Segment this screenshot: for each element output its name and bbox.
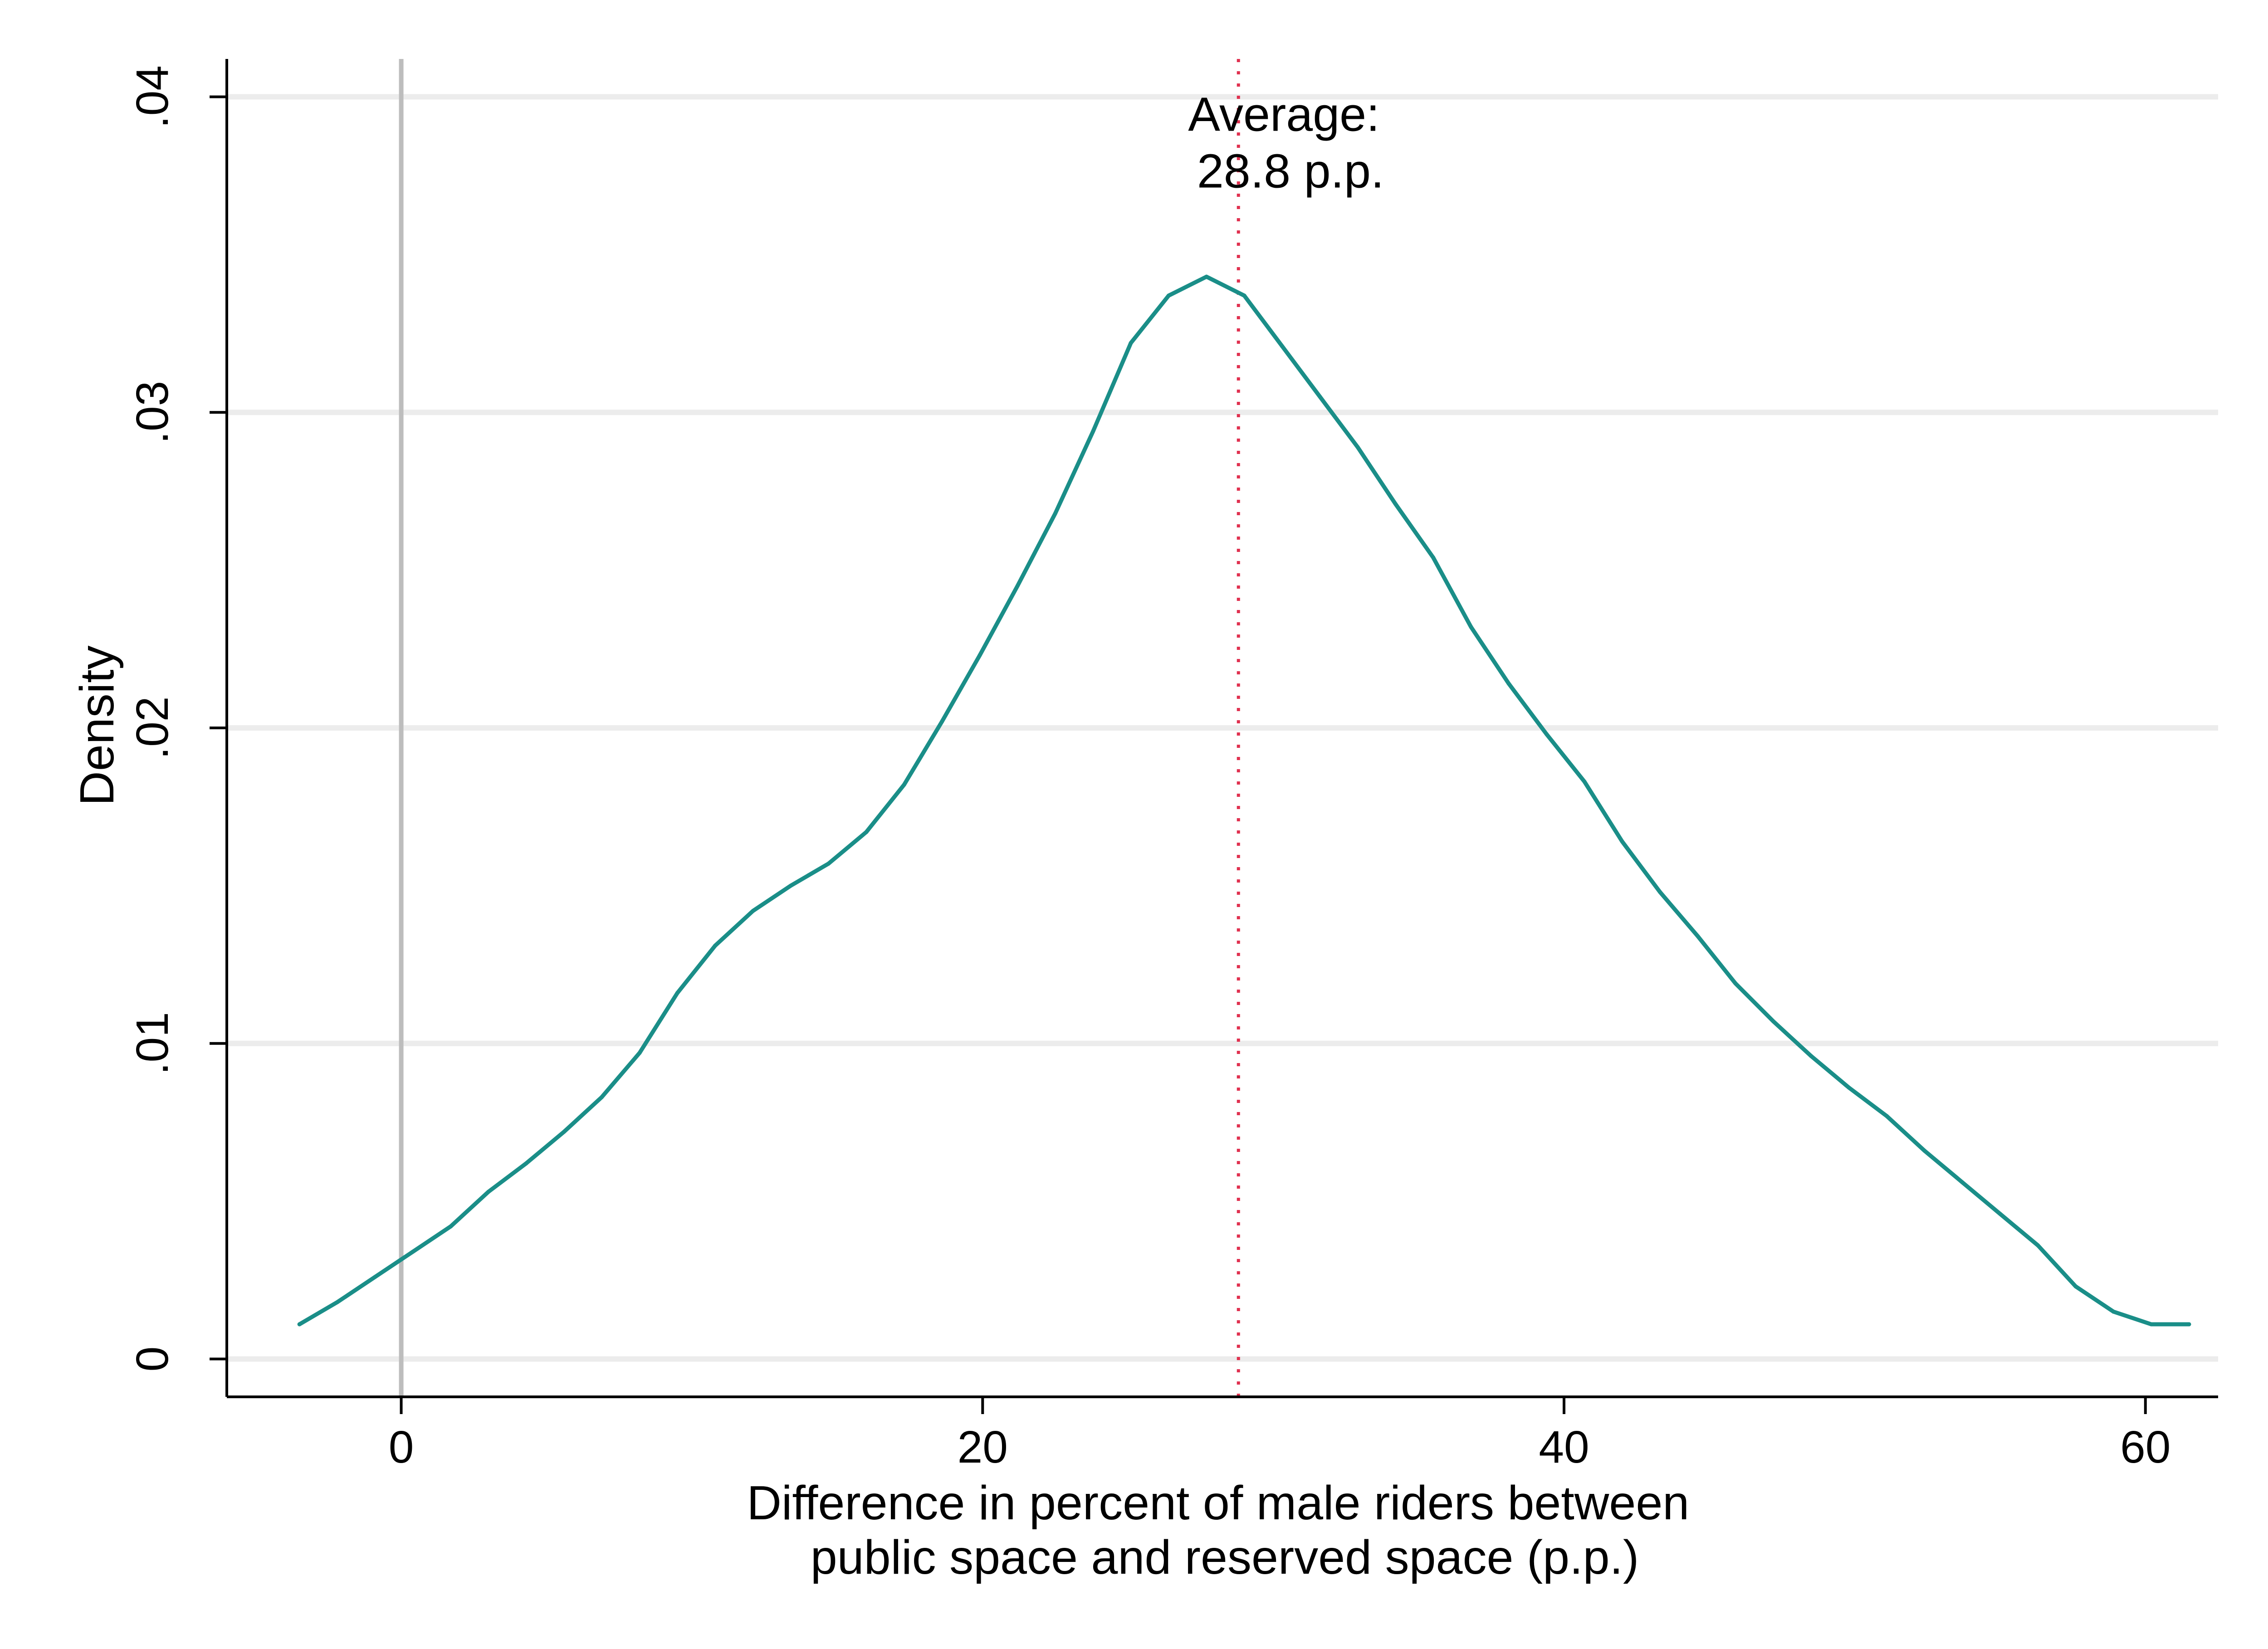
x-tick-label: 0 [389, 1422, 414, 1473]
density-point [675, 990, 679, 995]
density-point [2149, 1322, 2154, 1327]
y-tick-label: .02 [127, 696, 178, 759]
reference-lines [399, 59, 1240, 1397]
x-axis-title-line-1: Difference in percent of male riders bet… [747, 1476, 1689, 1530]
density-point [335, 1300, 340, 1304]
density-point [1355, 445, 1360, 449]
density-point [411, 1249, 415, 1254]
density-point [448, 1224, 453, 1229]
density-point [1393, 502, 1398, 506]
y-tick-label: .03 [127, 381, 178, 444]
axes [210, 59, 2218, 1414]
density-point [1280, 344, 1284, 348]
density-point [1545, 732, 1549, 737]
density-point [2111, 1309, 2116, 1314]
density-point [1658, 890, 1662, 894]
density-point [1431, 555, 1436, 560]
series-layer [297, 274, 2191, 1327]
density-point [1129, 341, 1133, 345]
density-point [600, 1095, 604, 1099]
y-tick-label: .01 [127, 1012, 178, 1075]
density-point [826, 861, 831, 866]
density-point [637, 1051, 642, 1055]
average-annotation: Average: 28.8 p.p. [1188, 88, 1393, 198]
density-point [1506, 682, 1511, 686]
density-point [297, 1322, 302, 1327]
density-point [1166, 293, 1171, 298]
density-point [902, 782, 906, 787]
y-tick-label: 0 [127, 1347, 178, 1372]
density-point [1809, 1054, 1813, 1059]
grid-lines [227, 94, 2218, 1362]
x-axis-title-line-2: public space and reserved space (p.p.) [811, 1531, 1639, 1584]
density-point [1620, 839, 1624, 844]
y-tick-label: .04 [127, 65, 178, 128]
density-point [1733, 981, 1738, 986]
x-tick-label: 60 [2120, 1422, 2170, 1473]
x-tick-label: 40 [1539, 1422, 1589, 1473]
density-point [2036, 1243, 2040, 1248]
density-point [1922, 1148, 1927, 1153]
density-point [713, 943, 718, 948]
x-tick-labels: 0 20 40 60 [389, 1422, 2171, 1473]
average-annotation-line-1: Average: [1188, 88, 1379, 141]
density-point [940, 719, 944, 724]
density-point [1696, 934, 1700, 938]
average-annotation-line-2: 28.8 p.p. [1197, 144, 1384, 198]
density-point [1053, 511, 1057, 516]
density-point [1998, 1211, 2002, 1216]
y-tick-labels: 0 .01 .02 .03 .04 [127, 65, 178, 1371]
y-axis-title: Density [70, 645, 124, 805]
density-point [1771, 1019, 1775, 1024]
density-point [751, 909, 755, 913]
x-tick-label: 20 [958, 1422, 1008, 1473]
density-point [864, 830, 869, 834]
density-point [373, 1275, 377, 1279]
density-point [1582, 779, 1587, 784]
density-point [788, 883, 793, 888]
density-point [1242, 293, 1246, 298]
density-point [1318, 394, 1322, 399]
density-point [562, 1130, 566, 1134]
density-point [1015, 584, 1020, 588]
density-point [1469, 624, 1473, 629]
density-point [524, 1161, 528, 1166]
density-line [297, 274, 2191, 1327]
density-point [1847, 1085, 1851, 1090]
density-point [1884, 1114, 1889, 1118]
density-point [1091, 429, 1095, 434]
x-axis-title: Difference in percent of male riders bet… [747, 1476, 1702, 1584]
density-point [2187, 1322, 2191, 1327]
density-point [486, 1190, 491, 1194]
density-point [978, 653, 982, 658]
density-point [1204, 274, 1209, 279]
density-point [2073, 1284, 2078, 1288]
density-point [1960, 1180, 1965, 1185]
